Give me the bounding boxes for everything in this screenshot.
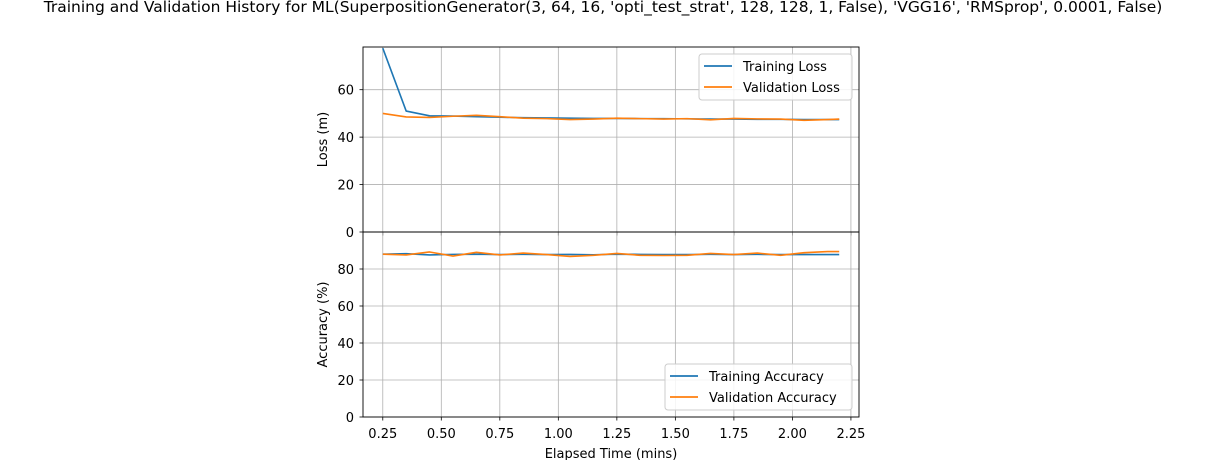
- legend: Training Loss Validation Loss: [698, 53, 853, 101]
- x-tick-label: 2.00: [778, 427, 807, 442]
- x-axis-label: Elapsed Time (mins): [545, 447, 678, 460]
- x-tick-label: 0.50: [427, 427, 456, 442]
- legend: Training Accuracy Validation Accuracy: [664, 363, 853, 411]
- loss-series-line-validation: [382, 112, 840, 122]
- x-tick-label: 1.50: [661, 427, 690, 442]
- x-tick-label: 0.75: [485, 427, 514, 442]
- y-tick-label: 20: [337, 374, 354, 389]
- x-tick-label: 1.75: [719, 427, 748, 442]
- x-tick-label: 1.25: [602, 427, 631, 442]
- accuracy-subplot: 0.25 0.50 0.75 1.00 1.25 1.50 1.75 2.00 2.25 0 20 4…: [316, 231, 865, 460]
- loss-subplot: 0 20 40 60 Loss (m) Training Loss Validation L…: [316, 46, 860, 241]
- y-tick-label: 60: [337, 84, 354, 99]
- legend-label: Validation Accuracy: [709, 391, 837, 406]
- y-tick-label: 80: [337, 263, 354, 278]
- axes-frame: [362, 231, 860, 418]
- legend-box: [698, 53, 853, 101]
- legend-box: [664, 363, 853, 411]
- x-tick-label: 0.25: [368, 427, 397, 442]
- figure-title: Training and Validation History for ML(S…: [43, 0, 1163, 17]
- y-axis-label: Loss (m): [316, 112, 331, 167]
- y-tick-label: 60: [337, 300, 354, 315]
- x-tick-label: 1.00: [544, 427, 573, 442]
- legend-label: Training Accuracy: [708, 370, 824, 385]
- y-tick-label: 20: [337, 179, 354, 194]
- legend-label: Training Loss: [742, 60, 827, 75]
- y-tick-label: 40: [337, 131, 354, 146]
- y-tick-label: 0: [346, 226, 354, 241]
- legend-label: Validation Loss: [743, 81, 840, 96]
- y-tick-label: 0: [346, 411, 354, 426]
- y-tick-label: 40: [337, 337, 354, 352]
- x-tick-label: 2.25: [836, 427, 865, 442]
- accuracy-series-line-validation: [382, 250, 840, 258]
- y-axis-label: Accuracy (%): [316, 282, 331, 368]
